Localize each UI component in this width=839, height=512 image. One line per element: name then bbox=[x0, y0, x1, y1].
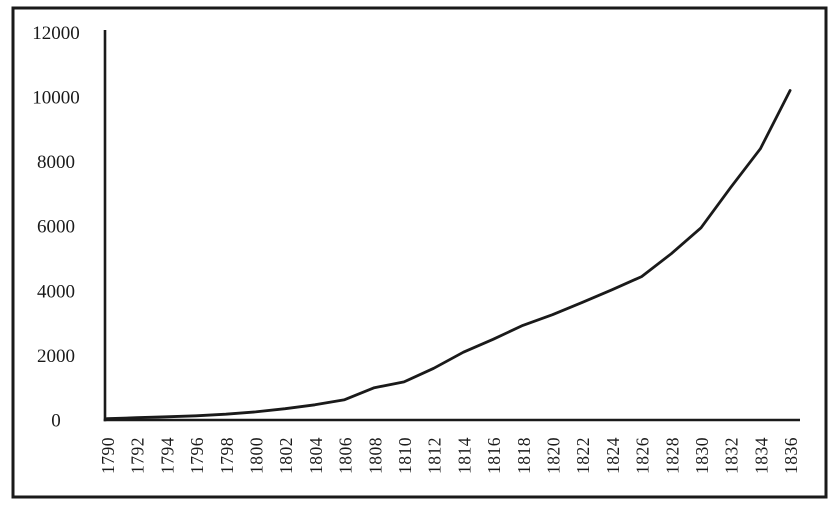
x-axis-tick-label: 1804 bbox=[306, 437, 326, 474]
x-axis-tick-label: 1828 bbox=[662, 437, 682, 474]
x-axis-tick-label: 1832 bbox=[722, 437, 742, 474]
x-axis-tick-label: 1800 bbox=[247, 437, 267, 474]
axes bbox=[103, 30, 800, 422]
chart-outer-border bbox=[11, 6, 828, 499]
x-axis-tick-label: 1836 bbox=[781, 437, 801, 474]
y-axis-tick-label: 0 bbox=[51, 411, 61, 432]
x-axis-tick-label: 1826 bbox=[633, 437, 653, 474]
x-axis-tick-label: 1796 bbox=[187, 437, 207, 474]
y-axis-tick-label: 4000 bbox=[37, 281, 75, 302]
x-axis-tick-label: 1830 bbox=[692, 437, 712, 474]
x-axis-tick-label: 1792 bbox=[128, 437, 148, 474]
x-axis-tick-label: 1808 bbox=[365, 437, 385, 474]
x-axis-tick-label: 1810 bbox=[395, 437, 415, 474]
y-axis-tick-labels: 0 2000 4000 6000 8000 10000 12000 bbox=[32, 23, 80, 432]
x-axis-tick-label: 1824 bbox=[603, 437, 623, 474]
x-axis-tick-label: 1818 bbox=[514, 437, 534, 474]
x-axis-tick-label: 1814 bbox=[454, 437, 474, 474]
y-axis-tick-label: 12000 bbox=[32, 23, 80, 44]
x-axis-tick-label: 1802 bbox=[276, 437, 296, 474]
y-axis-tick-label: 8000 bbox=[37, 152, 75, 173]
x-axis-tick-label: 1794 bbox=[157, 437, 177, 474]
x-axis-tick-label: 1790 bbox=[98, 437, 118, 474]
x-axis-tick-label: 1812 bbox=[425, 437, 445, 474]
x-axis-tick-label: 1834 bbox=[751, 437, 771, 474]
data-series-line bbox=[105, 89, 792, 421]
x-axis-tick-labels: 1790 1792 1794 1796 1798 1800 1802 1804 1806 1808… bbox=[98, 437, 801, 474]
y-axis-tick-label: 2000 bbox=[37, 346, 75, 367]
x-axis-tick-label: 1820 bbox=[544, 437, 564, 474]
x-axis-tick-label: 1806 bbox=[336, 437, 356, 474]
y-axis-tick-label: 10000 bbox=[32, 88, 80, 109]
x-axis-tick-label: 1816 bbox=[484, 437, 504, 474]
x-axis-tick-label: 1822 bbox=[573, 437, 593, 474]
x-axis-tick-label: 1798 bbox=[217, 437, 237, 474]
y-axis-tick-label: 6000 bbox=[37, 217, 75, 238]
